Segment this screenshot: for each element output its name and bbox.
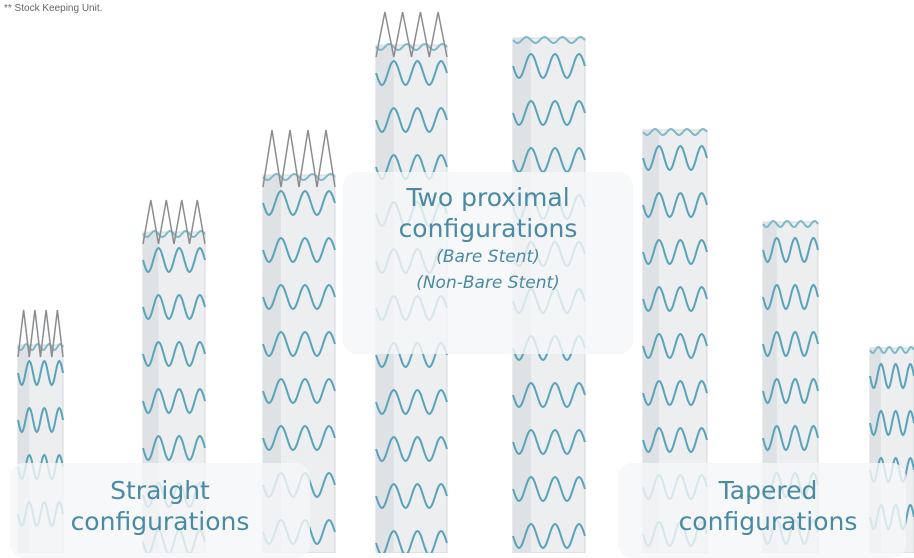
stent-ring xyxy=(762,377,819,405)
stent-shade xyxy=(18,345,30,553)
stent-ring xyxy=(375,59,448,87)
stent-ring xyxy=(512,475,586,503)
stent-ring xyxy=(262,377,336,405)
stent-top-ring xyxy=(512,35,586,45)
stent-ring xyxy=(512,381,586,409)
stent-ring xyxy=(642,191,708,219)
stent-top-ring xyxy=(262,172,336,182)
stent-ring xyxy=(642,379,708,407)
stent-ring xyxy=(512,99,586,127)
stent-ring xyxy=(375,341,448,369)
stent-ring xyxy=(642,285,708,313)
stent-shade xyxy=(870,348,881,553)
stent-ring xyxy=(762,424,819,452)
straight-label-box: Straight configurations xyxy=(10,463,310,558)
stent-ring xyxy=(142,434,206,462)
bare-stent-crown xyxy=(142,199,206,245)
stent-shade xyxy=(643,130,659,553)
footnote: ** Stock Keeping Unit. xyxy=(4,3,103,14)
stent-ring xyxy=(375,153,448,181)
stent-ring xyxy=(262,424,336,452)
stent-ring xyxy=(642,426,708,454)
stent-ring xyxy=(262,189,336,217)
stent-top-ring xyxy=(17,342,64,352)
stent-ring xyxy=(642,144,708,172)
stent-ring xyxy=(642,332,708,360)
stent-ring xyxy=(512,428,586,456)
stent-top-ring xyxy=(142,229,206,239)
non-bare-stent-label: (Non-Bare Stent) xyxy=(416,273,560,293)
stent-ring xyxy=(262,330,336,358)
tapered-label-box: Tapered configurations xyxy=(618,463,906,558)
stent-ring xyxy=(375,529,448,553)
tapered-label: Tapered configurations xyxy=(678,476,858,536)
stent-ring xyxy=(142,387,206,415)
stent-ring xyxy=(642,238,708,266)
stent-ring xyxy=(512,522,586,550)
stent-ring xyxy=(142,246,206,274)
stent-top-ring xyxy=(375,42,448,52)
stent-top-ring xyxy=(869,345,914,355)
stent-ring xyxy=(142,340,206,368)
stent-ring xyxy=(512,146,586,174)
proximal-title: Two proximal configurations xyxy=(398,183,578,243)
stent-ring xyxy=(512,52,586,80)
bare-stent-crown xyxy=(262,129,336,188)
stent-ring xyxy=(17,359,64,387)
stent-ring xyxy=(262,283,336,311)
bare-stent-crown xyxy=(375,11,448,58)
stent-ring xyxy=(375,482,448,510)
stent-top-ring xyxy=(642,127,708,137)
stent-ring xyxy=(375,435,448,463)
stent-ring xyxy=(262,236,336,264)
stent-ring xyxy=(375,388,448,416)
stent-ring xyxy=(17,406,64,434)
stent-ring xyxy=(762,283,819,311)
stent-ring xyxy=(762,236,819,264)
bare-stent-crown xyxy=(17,309,64,358)
proximal-label-box: Two proximal configurations (Bare Stent)… xyxy=(343,172,633,354)
straight-label: Straight configurations xyxy=(70,476,250,536)
stent-shade xyxy=(263,175,281,553)
stent-top-ring xyxy=(762,219,819,229)
stent-ring xyxy=(375,106,448,134)
stent-ring xyxy=(762,330,819,358)
bare-stent-label: (Bare Stent) xyxy=(436,247,540,267)
stent-ring xyxy=(142,293,206,321)
stent-ring xyxy=(869,409,914,437)
stent-ring xyxy=(869,362,914,390)
